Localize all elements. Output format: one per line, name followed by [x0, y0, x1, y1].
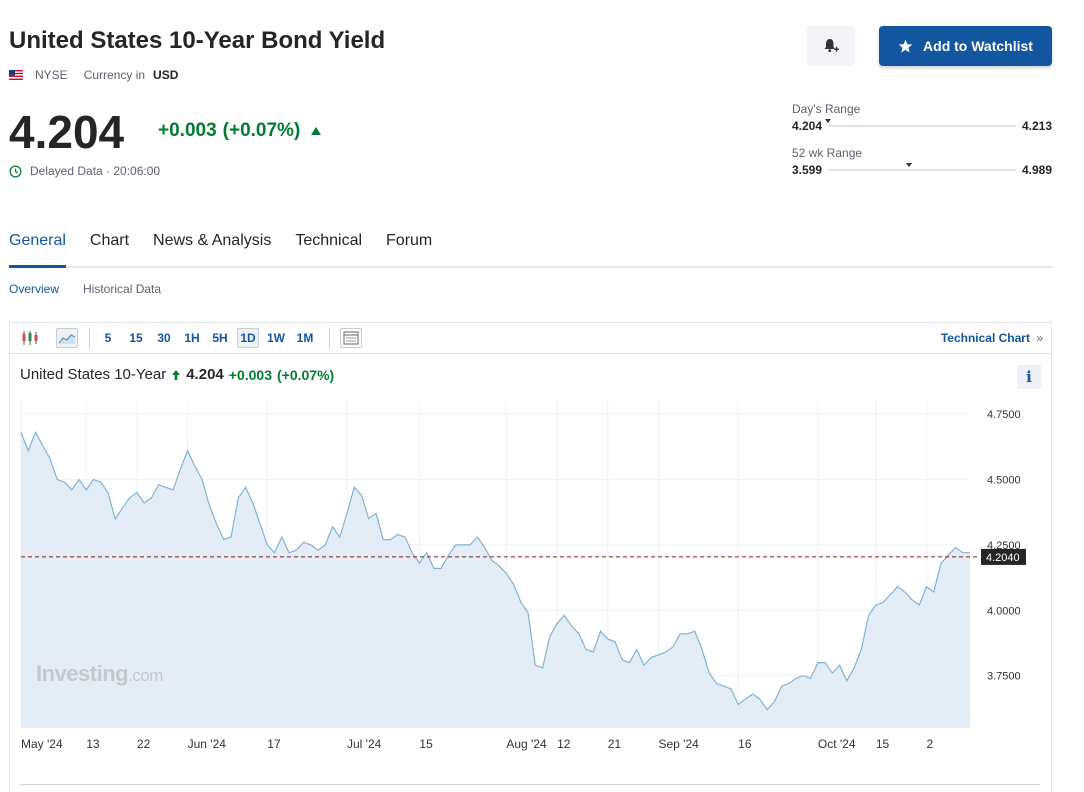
y-axis-tick-label: 4.5000 — [987, 474, 1021, 486]
52wk-range-label: 52 wk Range — [792, 146, 863, 160]
x-axis-tick-label: Jun '24 — [188, 737, 227, 751]
chart-info-button[interactable]: i — [1017, 365, 1041, 389]
us-flag-icon — [9, 70, 23, 80]
price-alert-button[interactable] — [807, 26, 855, 66]
bell-plus-icon — [824, 39, 839, 52]
days-range-label: Day's Range — [792, 102, 861, 116]
legend-change-percent: (+0.07%) — [276, 366, 335, 383]
main-tabs: General Chart News & Analysis Technical … — [9, 228, 1052, 268]
interval-5h[interactable]: 5H — [212, 331, 228, 345]
delayed-data-text: Delayed Data · 20:06:00 — [30, 164, 161, 178]
star-icon — [898, 39, 913, 52]
last-price-label: 4.2040 — [986, 552, 1020, 564]
x-axis-tick-label: 17 — [267, 737, 281, 751]
triangle-up-icon — [311, 127, 322, 135]
days-range-bar — [825, 119, 1016, 127]
last-price-badge — [981, 548, 1026, 565]
price-change: +0.003 (+0.07%) — [158, 120, 322, 142]
legend-value: 4.204 — [186, 366, 224, 383]
technical-chart-label: Technical Chart — [940, 331, 1030, 345]
x-axis-tick-label: Sep '24 — [658, 737, 699, 751]
y-axis-tick-label: 4.7500 — [987, 409, 1021, 421]
52wk-range: 52 wk Range 3.599 4.989 — [792, 146, 1052, 178]
tab-technical[interactable]: Technical — [295, 232, 363, 249]
info-icon: i — [1026, 368, 1032, 386]
52wk-range-high: 4.989 — [1021, 163, 1052, 177]
legend-change: +0.003 — [228, 366, 272, 383]
x-axis-tick-label: Aug '24 — [506, 737, 547, 751]
chart-legend: United States 10-Year 4.204 +0.003 (+0.0… — [20, 366, 334, 383]
x-axis-tick-label: Jul '24 — [347, 737, 382, 751]
add-to-watchlist-label: Add to Watchlist — [923, 38, 1033, 54]
subtab-overview[interactable]: Overview — [9, 282, 60, 296]
days-range-high: 4.213 — [1021, 119, 1052, 133]
days-range-marker — [825, 119, 832, 123]
tab-forum[interactable]: Forum — [386, 232, 433, 249]
chart-toolbar: 5 15 30 1H 5H 1D 1W 1M Technical Chart » — [10, 323, 1051, 354]
exchange-label: NYSE — [35, 68, 68, 82]
x-axis-tick-label: 15 — [419, 737, 433, 751]
toolbar-divider — [329, 328, 330, 348]
y-axis-tick-label: 4.2500 — [987, 540, 1021, 552]
last-price: 4.204 — [9, 106, 125, 158]
interval-1w[interactable]: 1W — [267, 331, 285, 345]
series-area — [21, 432, 970, 728]
days-range: Day's Range 4.204 4.213 — [792, 102, 1052, 134]
currency-value: USD — [153, 68, 179, 82]
tab-general[interactable]: General — [9, 228, 66, 268]
x-axis-tick-label: 16 — [738, 737, 752, 751]
52wk-range-low: 3.599 — [792, 163, 823, 177]
table-header-strip — [20, 784, 1040, 792]
page-title: United States 10-Year Bond Yield — [9, 27, 386, 54]
y-axis-tick-label: 4.0000 — [987, 605, 1021, 617]
instrument-meta: NYSE Currency in USD — [9, 68, 178, 82]
subtab-historical-data[interactable]: Historical Data — [83, 282, 162, 296]
x-axis-tick-label: Oct '24 — [818, 737, 856, 751]
sub-tabs: Overview Historical Data — [9, 282, 161, 296]
interval-5[interactable]: 5 — [104, 331, 112, 345]
arrow-up-icon — [172, 369, 181, 380]
days-range-low: 4.204 — [792, 119, 823, 133]
x-axis-tick-label: 22 — [137, 737, 151, 751]
currency-label: Currency in — [83, 68, 146, 82]
x-axis-tick-label: 2 — [927, 737, 934, 751]
table-view-icon[interactable] — [340, 328, 362, 348]
clock-icon — [9, 165, 22, 177]
series-line — [20, 430, 970, 711]
52wk-range-marker — [905, 163, 912, 167]
x-axis-tick-label: 15 — [876, 737, 890, 751]
change-percent: (+0.07%) — [222, 120, 301, 141]
price-chart[interactable]: 4.7500 4.5000 4.2500 4.0000 3.7500 4.2040 May … — [10, 323, 1051, 792]
legend-instrument-name: United States 10-Year — [20, 366, 167, 383]
toolbar-divider — [89, 328, 90, 348]
x-axis-tick-label: 12 — [557, 737, 571, 751]
interval-1h[interactable]: 1H — [184, 331, 200, 345]
technical-chart-link[interactable]: Technical Chart » — [941, 331, 1043, 345]
area-chart-icon[interactable] — [56, 328, 78, 348]
y-axis-tick-label: 3.7500 — [987, 671, 1021, 683]
change-value: +0.003 — [158, 120, 217, 141]
tab-chart[interactable]: Chart — [89, 232, 130, 249]
chart-widget: 5 15 30 1H 5H 1D 1W 1M Technical Chart »… — [9, 322, 1052, 792]
delayed-data-info: Delayed Data · 20:06:00 — [9, 164, 160, 178]
interval-15[interactable]: 15 — [129, 331, 143, 345]
x-axis-tick-label: 21 — [608, 737, 622, 751]
candlestick-icon[interactable] — [19, 328, 41, 348]
interval-1m[interactable]: 1M — [296, 331, 314, 345]
interval-30[interactable]: 30 — [157, 331, 171, 345]
interval-1d[interactable]: 1D — [237, 328, 259, 348]
52wk-range-bar — [828, 163, 1016, 171]
investing-watermark: Investing.com — [36, 661, 163, 686]
x-axis-tick-label: May '24 — [21, 737, 63, 751]
x-axis-tick-label: 13 — [86, 737, 100, 751]
double-chevron-right-icon: » — [1036, 331, 1043, 345]
add-to-watchlist-button[interactable]: Add to Watchlist — [879, 26, 1052, 66]
tab-news-analysis[interactable]: News & Analysis — [153, 232, 272, 249]
